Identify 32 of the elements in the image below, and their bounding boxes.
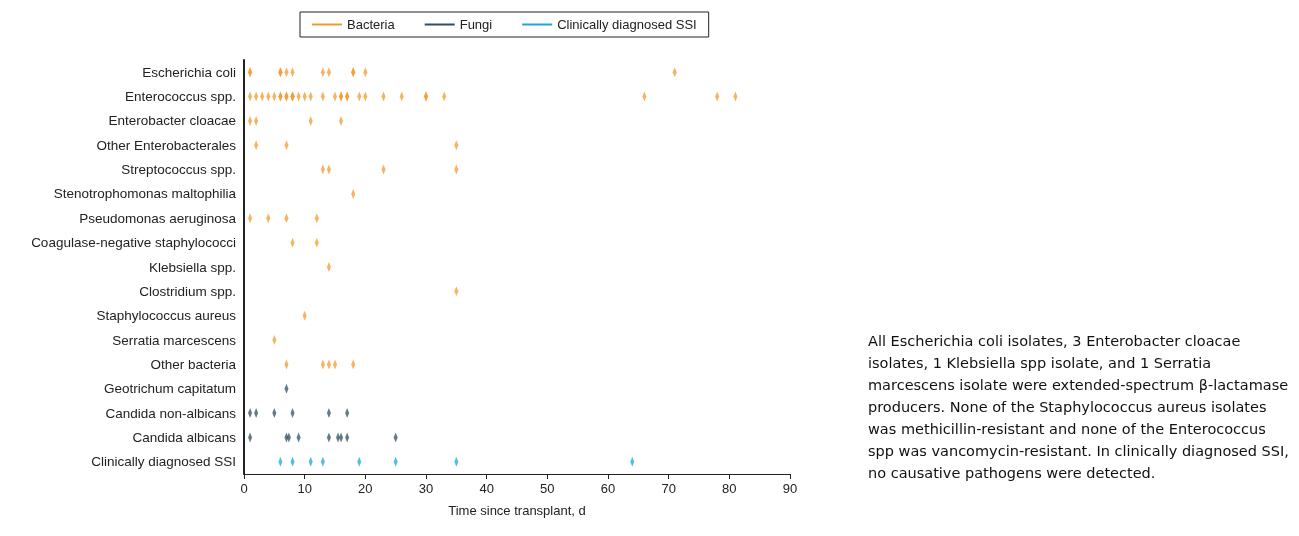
y-tick-label: Escherichia coli <box>142 64 236 80</box>
y-tick-label: Clostridium spp. <box>139 283 236 299</box>
y-tick-label: Klebsiella spp. <box>148 259 236 275</box>
x-tick-label: 30 <box>418 481 434 496</box>
y-tick-label: Enterobacter cloacae <box>108 113 236 129</box>
y-tick-label: Pseudomonas aeruginosa <box>79 210 237 226</box>
x-tick-label: 20 <box>358 481 373 496</box>
y-tick-label: Staphylococcus aureus <box>96 308 237 324</box>
legend-label: Bacteria <box>347 17 396 32</box>
text: All Escherichia coli isolates, 3 Enterobacter cloacae isolates, 1 Klebsiella spp isolate, and 1 Serratia marcescens isolate were extended-spectrum β-lactamase producers. None of the Staphylococcus aureus isolates was methicillin-resistant and none of the Enterococcus spp was vancomycin-resistant. In clinically diagnosed SSI, no causative pathogens were detected. <box>868 332 1290 483</box>
x-tick-label: 90 <box>782 481 798 496</box>
x-tick-label: 60 <box>600 481 616 496</box>
y-tick-label: Serratia marcescens <box>112 332 237 348</box>
x-tick-label: 10 <box>297 481 312 496</box>
x-tick-label: 40 <box>479 481 494 496</box>
y-tick-label: Stenotrophomonas maltophilia <box>53 186 237 202</box>
y-tick-label: Coagulase-negative staphylococci <box>31 235 236 251</box>
y-tick-label: Candida albicans <box>132 429 237 445</box>
y-tick-label: Enterococcus spp. <box>124 89 236 105</box>
legend-label: Fungi <box>459 17 493 32</box>
y-tick-label: Streptococcus spp. <box>121 162 236 178</box>
x-tick-label: 80 <box>722 481 737 496</box>
x-axis-title: Time since transplant, d <box>448 503 586 518</box>
y-tick-label: Other Enterobacterales <box>96 137 237 153</box>
legend-label: Clinically diagnosed SSI <box>557 17 697 32</box>
x-tick-label: 0 <box>240 481 248 496</box>
y-tick-label: Geotrichum capitatum <box>103 381 236 397</box>
x-tick-label: 70 <box>661 481 676 496</box>
y-tick-label: Clinically diagnosed SSI <box>91 454 236 470</box>
y-tick-label: Candida non-albicans <box>105 405 237 421</box>
y-tick-label: Other bacteria <box>150 356 237 372</box>
x-tick-label: 50 <box>540 481 555 496</box>
